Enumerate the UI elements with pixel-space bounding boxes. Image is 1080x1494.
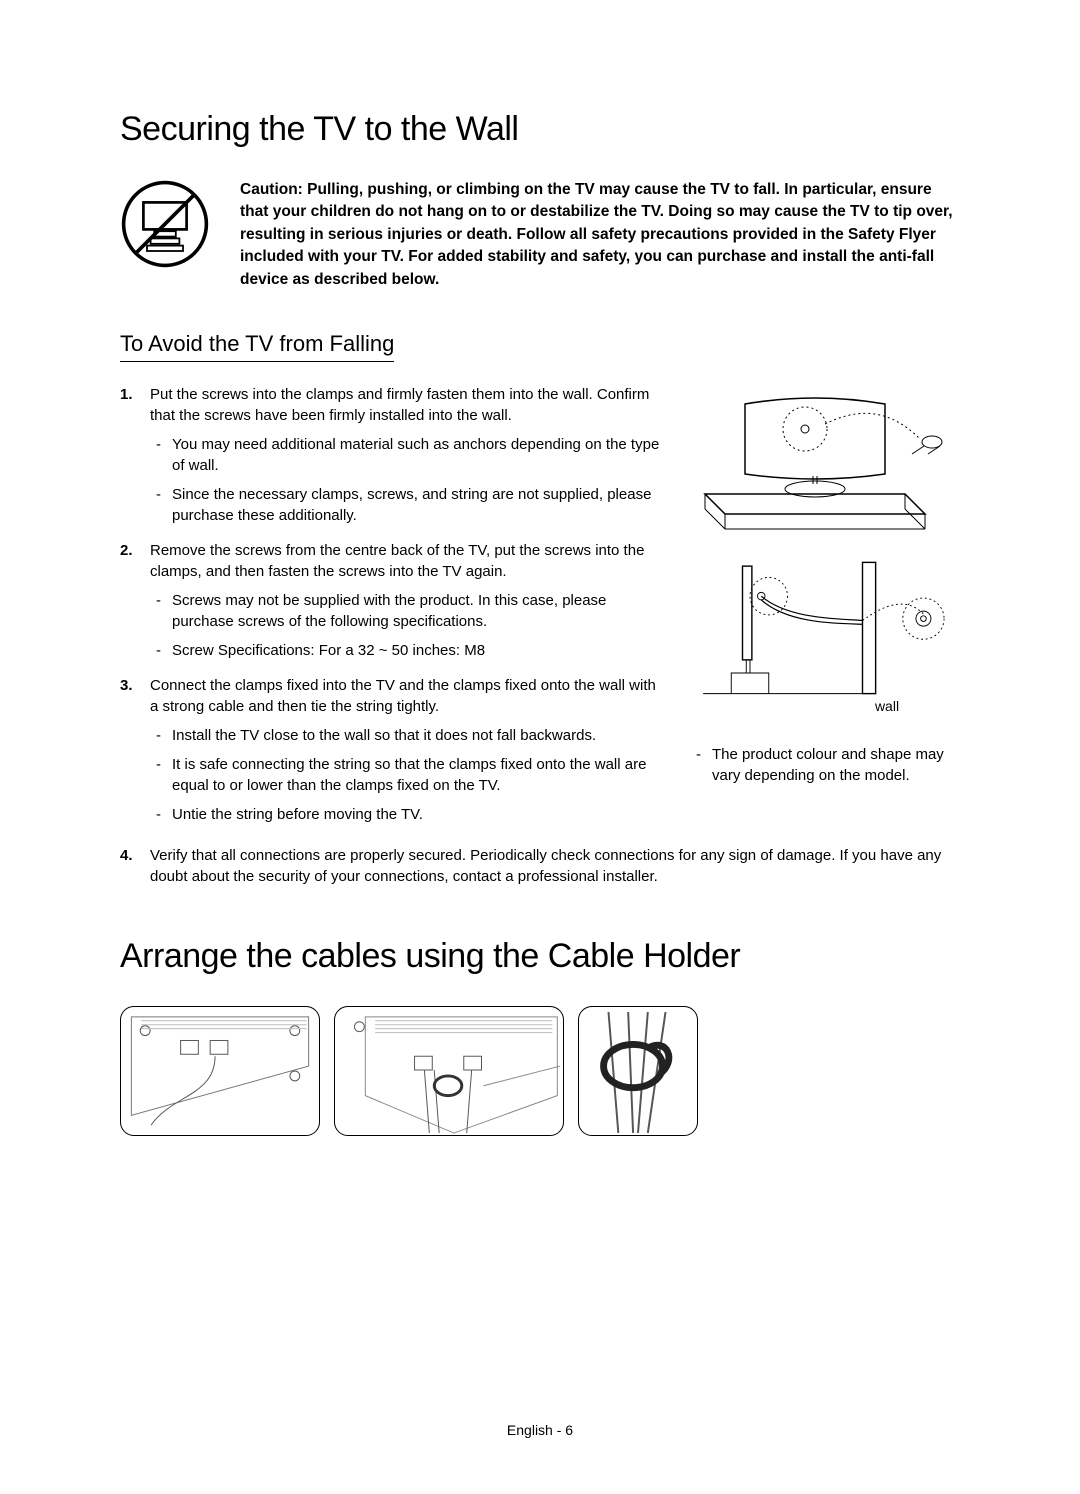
steps-column: Put the screws into the clamps and firml… <box>120 384 660 839</box>
page-footer: English - 6 <box>0 1422 1080 1438</box>
heading-cables: Arrange the cables using the Cable Holde… <box>120 937 960 976</box>
step-2b: Screw Specifications: For a 32 ~ 50 inch… <box>150 640 660 661</box>
step-1-text: Put the screws into the clamps and firml… <box>150 386 649 424</box>
step-3a: Install the TV close to the wall so that… <box>150 725 660 746</box>
step-3: Connect the clamps fixed into the TV and… <box>120 675 660 825</box>
step-1b: Since the necessary clamps, screws, and … <box>150 484 660 526</box>
wall-label: wall <box>752 698 1022 714</box>
step-3c: Untie the string before moving the TV. <box>150 804 660 825</box>
heading-avoid-falling: To Avoid the TV from Falling <box>120 331 394 362</box>
step-2: Remove the screws from the centre back o… <box>120 540 660 661</box>
no-climb-tv-icon <box>120 179 210 269</box>
diagram-column: wall The product colour and shape may va… <box>690 384 960 839</box>
step-3b: It is safe connecting the string so that… <box>150 754 660 796</box>
caution-block: Caution: Pulling, pushing, or climbing o… <box>120 179 960 291</box>
step-2-text: Remove the screws from the centre back o… <box>150 542 644 580</box>
cable-diagram-row <box>120 1006 960 1136</box>
step-4: 4. Verify that all connections are prope… <box>120 845 960 887</box>
step-4-text: Verify that all connections are properly… <box>150 847 941 885</box>
caution-text: Caution: Pulling, pushing, or climbing o… <box>240 179 960 291</box>
diagram-note: The product colour and shape may vary de… <box>690 744 960 786</box>
step-2a: Screws may not be supplied with the prod… <box>150 590 660 632</box>
cable-diagram-2 <box>334 1006 564 1136</box>
step-1: Put the screws into the clamps and firml… <box>120 384 660 526</box>
step-4-number: 4. <box>120 845 133 866</box>
cable-diagram-1 <box>120 1006 320 1136</box>
heading-securing: Securing the TV to the Wall <box>120 110 960 149</box>
diagram-tv-to-wall <box>690 553 960 703</box>
cable-diagram-3 <box>578 1006 698 1136</box>
step-3-text: Connect the clamps fixed into the TV and… <box>150 677 656 715</box>
diagram-tv-on-stand <box>690 384 960 534</box>
step-1a: You may need additional material such as… <box>150 434 660 476</box>
